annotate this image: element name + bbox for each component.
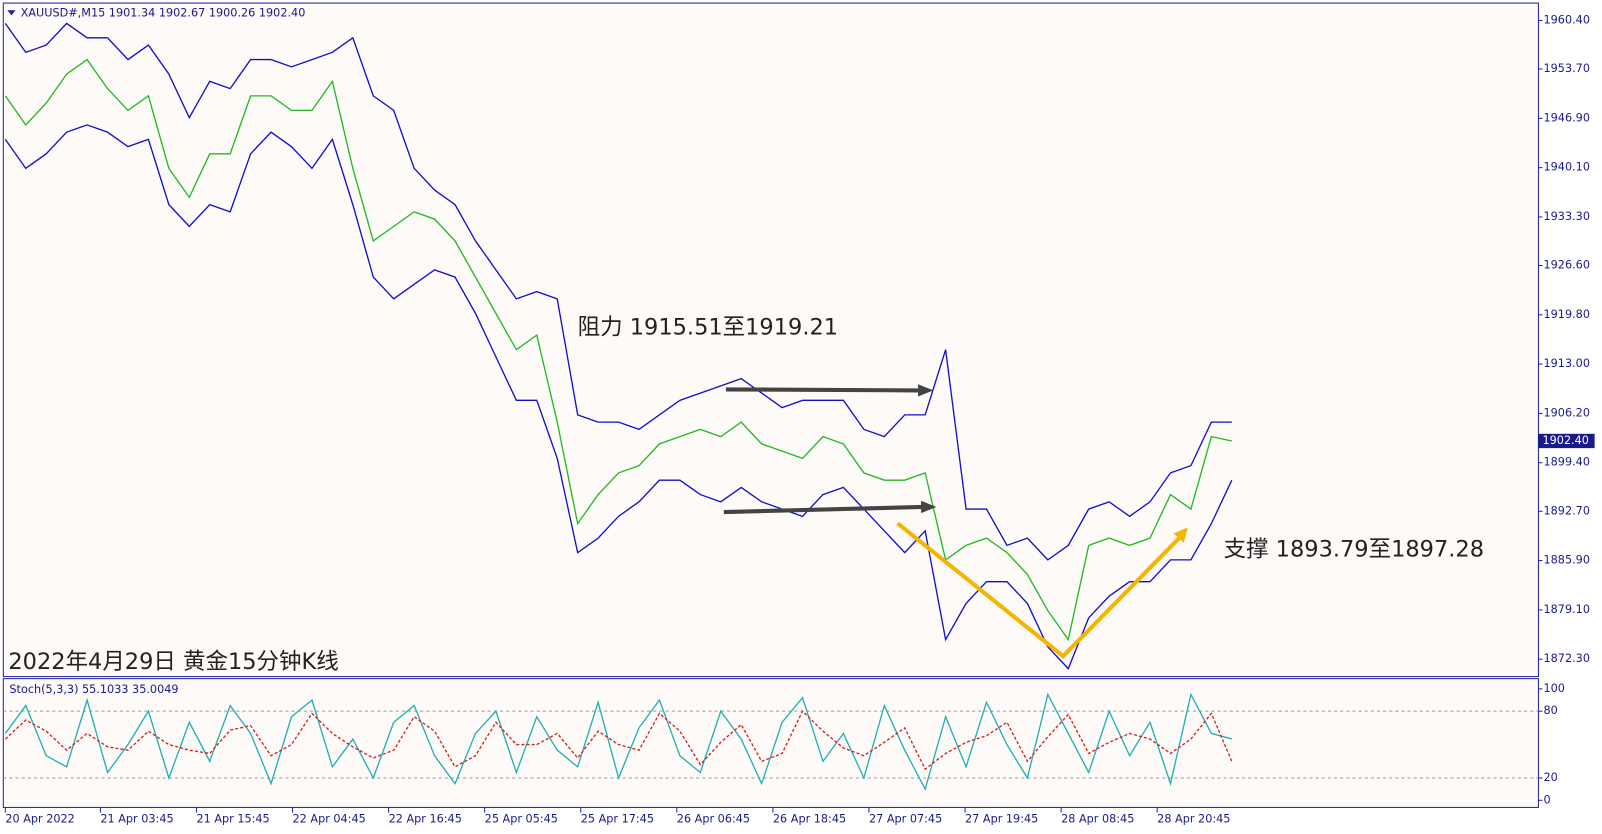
y-tick-label: 20 — [1544, 771, 1558, 784]
y-tick-label: 0 — [1544, 793, 1551, 806]
arrow — [725, 387, 921, 393]
y-tick-label: 1879.10 — [1544, 603, 1590, 616]
y-tick-label: 80 — [1544, 704, 1558, 717]
v-line — [896, 521, 1183, 659]
y-tick-label: 1892.70 — [1544, 504, 1590, 517]
price-tag — [1538, 433, 1595, 449]
arrow-head — [1173, 527, 1188, 543]
symbol-icon — [7, 10, 16, 16]
x-tick-label: 25 Apr 17:45 — [581, 813, 654, 826]
arrow — [723, 504, 924, 515]
header: XAUUSD#,M15 1901.34 1902.67 1900.26 1902… — [21, 6, 306, 19]
x-tick-label: 27 Apr 19:45 — [965, 813, 1038, 826]
x-tick-label: 22 Apr 04:45 — [293, 813, 366, 826]
annotation: 支撑 1893.79至1897.28 — [1224, 536, 1484, 562]
arrows — [723, 384, 1188, 659]
y-tick-label: 1933.30 — [1544, 210, 1590, 223]
series-line — [4, 710, 1233, 771]
y-tick-label: 1899.40 — [1544, 456, 1590, 469]
y-tick-label: 1960.40 — [1544, 13, 1590, 26]
x-tick-label: 25 Apr 05:45 — [485, 813, 558, 826]
series-line — [4, 22, 1232, 561]
x-tick-label: 28 Apr 08:45 — [1061, 813, 1134, 826]
y-tick-label: 1906.20 — [1544, 406, 1590, 419]
y-tick-label: 1872.30 — [1544, 652, 1590, 665]
x-tick-label: 27 Apr 07:45 — [869, 813, 942, 826]
arrow-head — [921, 500, 937, 514]
x-tick-label: 20 Apr 2022 — [5, 813, 74, 826]
y-tick-label: 1940.10 — [1544, 161, 1590, 174]
series-line — [4, 692, 1232, 791]
arrow-head — [918, 384, 934, 397]
stoch-panel — [2, 678, 1539, 808]
x-tick-label: 21 Apr 15:45 — [196, 813, 269, 826]
price-tag-label: 1902.40 — [1543, 434, 1589, 447]
x-tick-label: 22 Apr 16:45 — [389, 813, 462, 826]
x-tick-label: 26 Apr 18:45 — [773, 813, 846, 826]
x-tick-label: 21 Apr 03:45 — [100, 813, 173, 826]
y-tick-label: 1946.90 — [1544, 111, 1590, 124]
y-tick-label: 1926.60 — [1544, 259, 1590, 272]
y-tick-label: 100 — [1544, 682, 1565, 695]
y-tick-label: 1919.80 — [1544, 308, 1590, 321]
series-line — [4, 124, 1233, 670]
x-tick-label: 26 Apr 06:45 — [677, 813, 750, 826]
series-line — [4, 58, 1232, 642]
main-panel — [2, 2, 1539, 678]
stoch-title: Stoch(5,3,3) 55.1033 35.0049 — [9, 683, 178, 696]
y-tick-label: 1913.00 — [1544, 357, 1590, 370]
annotation: 2022年4月29日 黄金15分钟K线 — [8, 649, 338, 675]
y-tick-label: 1885.90 — [1544, 554, 1590, 567]
x-tick-label: 28 Apr 20:45 — [1157, 813, 1230, 826]
annotation: 阻力 1915.51至1919.21 — [578, 315, 838, 341]
y-tick-label: 1953.70 — [1544, 62, 1590, 75]
